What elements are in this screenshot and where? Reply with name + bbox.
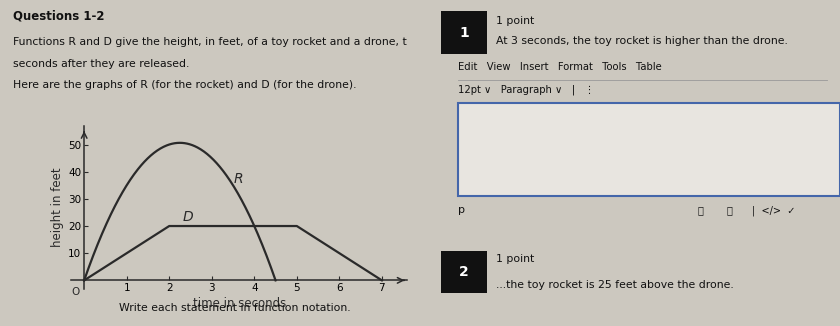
Text: $D$: $D$ [182, 210, 194, 224]
Text: Functions R and D give the height, in feet, of a toy rocket and a drone, t: Functions R and D give the height, in fe… [13, 37, 407, 48]
Text: |  </>  ✓: | </> ✓ [752, 205, 795, 215]
Text: ⓘ: ⓘ [727, 205, 732, 215]
Text: 2: 2 [459, 265, 469, 279]
Text: 1 point: 1 point [496, 254, 534, 264]
Text: 12pt ∨   Paragraph ∨   |   ⋮: 12pt ∨ Paragraph ∨ | ⋮ [458, 84, 595, 95]
Text: Edit   View   Insert   Format   Tools   Table: Edit View Insert Format Tools Table [458, 62, 662, 72]
Text: 🖼: 🖼 [697, 205, 703, 215]
X-axis label: time in seconds: time in seconds [192, 297, 286, 310]
Text: 1 point: 1 point [496, 16, 534, 26]
Text: At 3 seconds, the toy rocket is higher than the drone.: At 3 seconds, the toy rocket is higher t… [496, 36, 787, 46]
Text: 1: 1 [459, 26, 469, 39]
Text: ...the toy rocket is 25 feet above the drone.: ...the toy rocket is 25 feet above the d… [496, 280, 733, 290]
Text: $R$: $R$ [233, 171, 244, 185]
Text: seconds after they are released.: seconds after they are released. [13, 59, 189, 69]
Text: p: p [458, 205, 465, 215]
Text: Write each statement in function notation.: Write each statement in function notatio… [119, 303, 351, 313]
Text: Questions 1-2: Questions 1-2 [13, 10, 104, 23]
Text: O: O [71, 287, 80, 297]
Text: Here are the graphs of R (for the rocket) and D (for the drone).: Here are the graphs of R (for the rocket… [13, 80, 356, 90]
Y-axis label: height in feet: height in feet [51, 167, 64, 247]
